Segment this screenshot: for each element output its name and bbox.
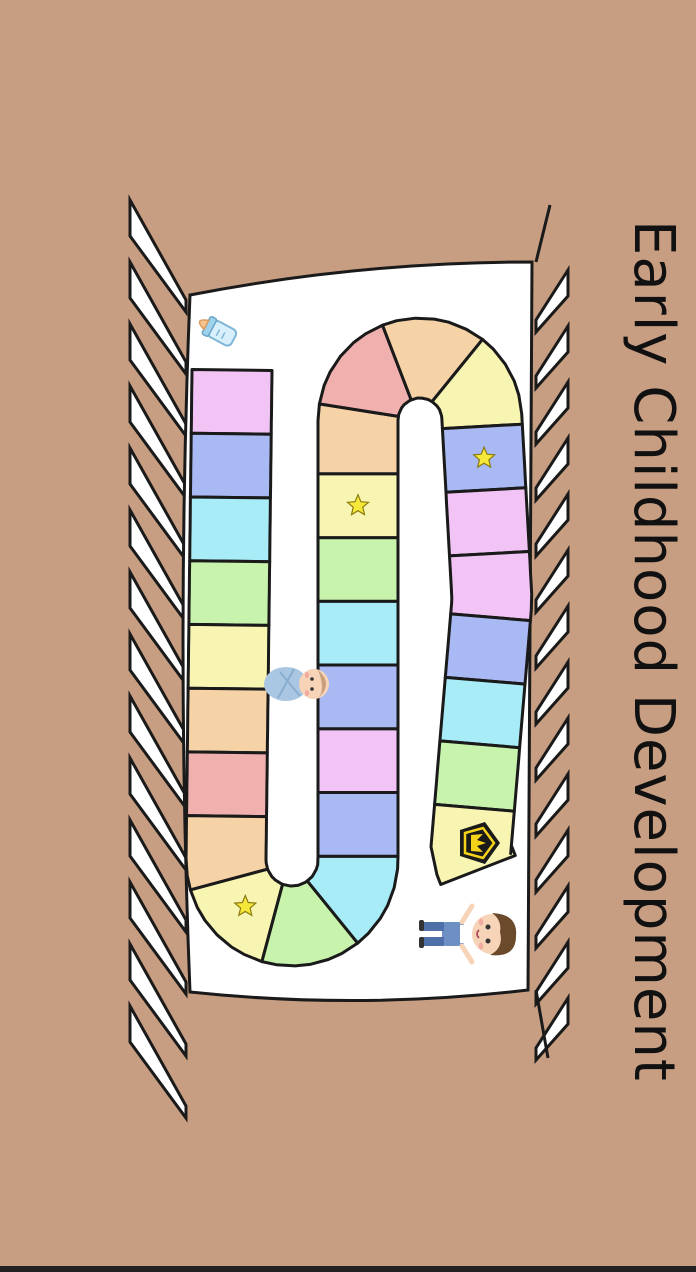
- crib-slat: [534, 488, 570, 560]
- crib-post: [534, 204, 552, 263]
- swaddled-baby-icon[interactable]: [264, 667, 329, 701]
- crib-slats-left: [128, 194, 188, 1123]
- toddler-boy-icon[interactable]: [419, 903, 517, 965]
- star-icon: [472, 445, 497, 469]
- star-icon: [233, 893, 258, 917]
- board-space[interactable]: [444, 486, 531, 558]
- board-space[interactable]: [185, 750, 269, 819]
- board-space[interactable]: [316, 663, 400, 731]
- board-space[interactable]: [443, 612, 532, 686]
- crib-slat: [128, 876, 188, 999]
- board-space[interactable]: [188, 495, 272, 564]
- baby-bottle-icon[interactable]: [195, 312, 238, 348]
- board-space[interactable]: [316, 791, 400, 858]
- board-space[interactable]: [316, 727, 400, 794]
- star-icon: [346, 493, 370, 516]
- crib-post: [534, 989, 550, 1059]
- crib-slat: [534, 880, 570, 952]
- board-space[interactable]: [316, 536, 400, 603]
- crib-slat: [534, 432, 570, 504]
- crib-slat: [534, 936, 570, 1008]
- board-space[interactable]: [187, 559, 272, 627]
- crib-slat: [534, 376, 570, 448]
- crib-slat: [128, 814, 188, 937]
- game-path: [184, 316, 534, 968]
- crown-icon[interactable]: [460, 822, 500, 864]
- board-space[interactable]: [316, 599, 400, 667]
- crib-slat: [534, 544, 570, 616]
- crib-slats-right: [534, 204, 570, 1064]
- board-space[interactable]: [438, 675, 527, 750]
- board-space[interactable]: [448, 550, 534, 623]
- board-space[interactable]: [188, 431, 273, 500]
- crib-slat: [128, 194, 188, 317]
- board-space[interactable]: [185, 686, 270, 755]
- crib-slat: [128, 1000, 188, 1123]
- crib-slat: [534, 824, 570, 896]
- board-space[interactable]: [189, 368, 274, 436]
- crib-slat: [534, 264, 570, 336]
- crib-slat: [534, 768, 570, 840]
- crib-slat: [534, 600, 570, 672]
- board-space[interactable]: [433, 739, 522, 813]
- crib-slat: [534, 656, 570, 728]
- crib-slat: [534, 992, 570, 1064]
- crib-slat: [534, 712, 570, 784]
- bottom-bar: [0, 1266, 696, 1272]
- board-space[interactable]: [186, 622, 271, 691]
- crib-slat: [128, 938, 188, 1061]
- crib-slat: [534, 320, 570, 392]
